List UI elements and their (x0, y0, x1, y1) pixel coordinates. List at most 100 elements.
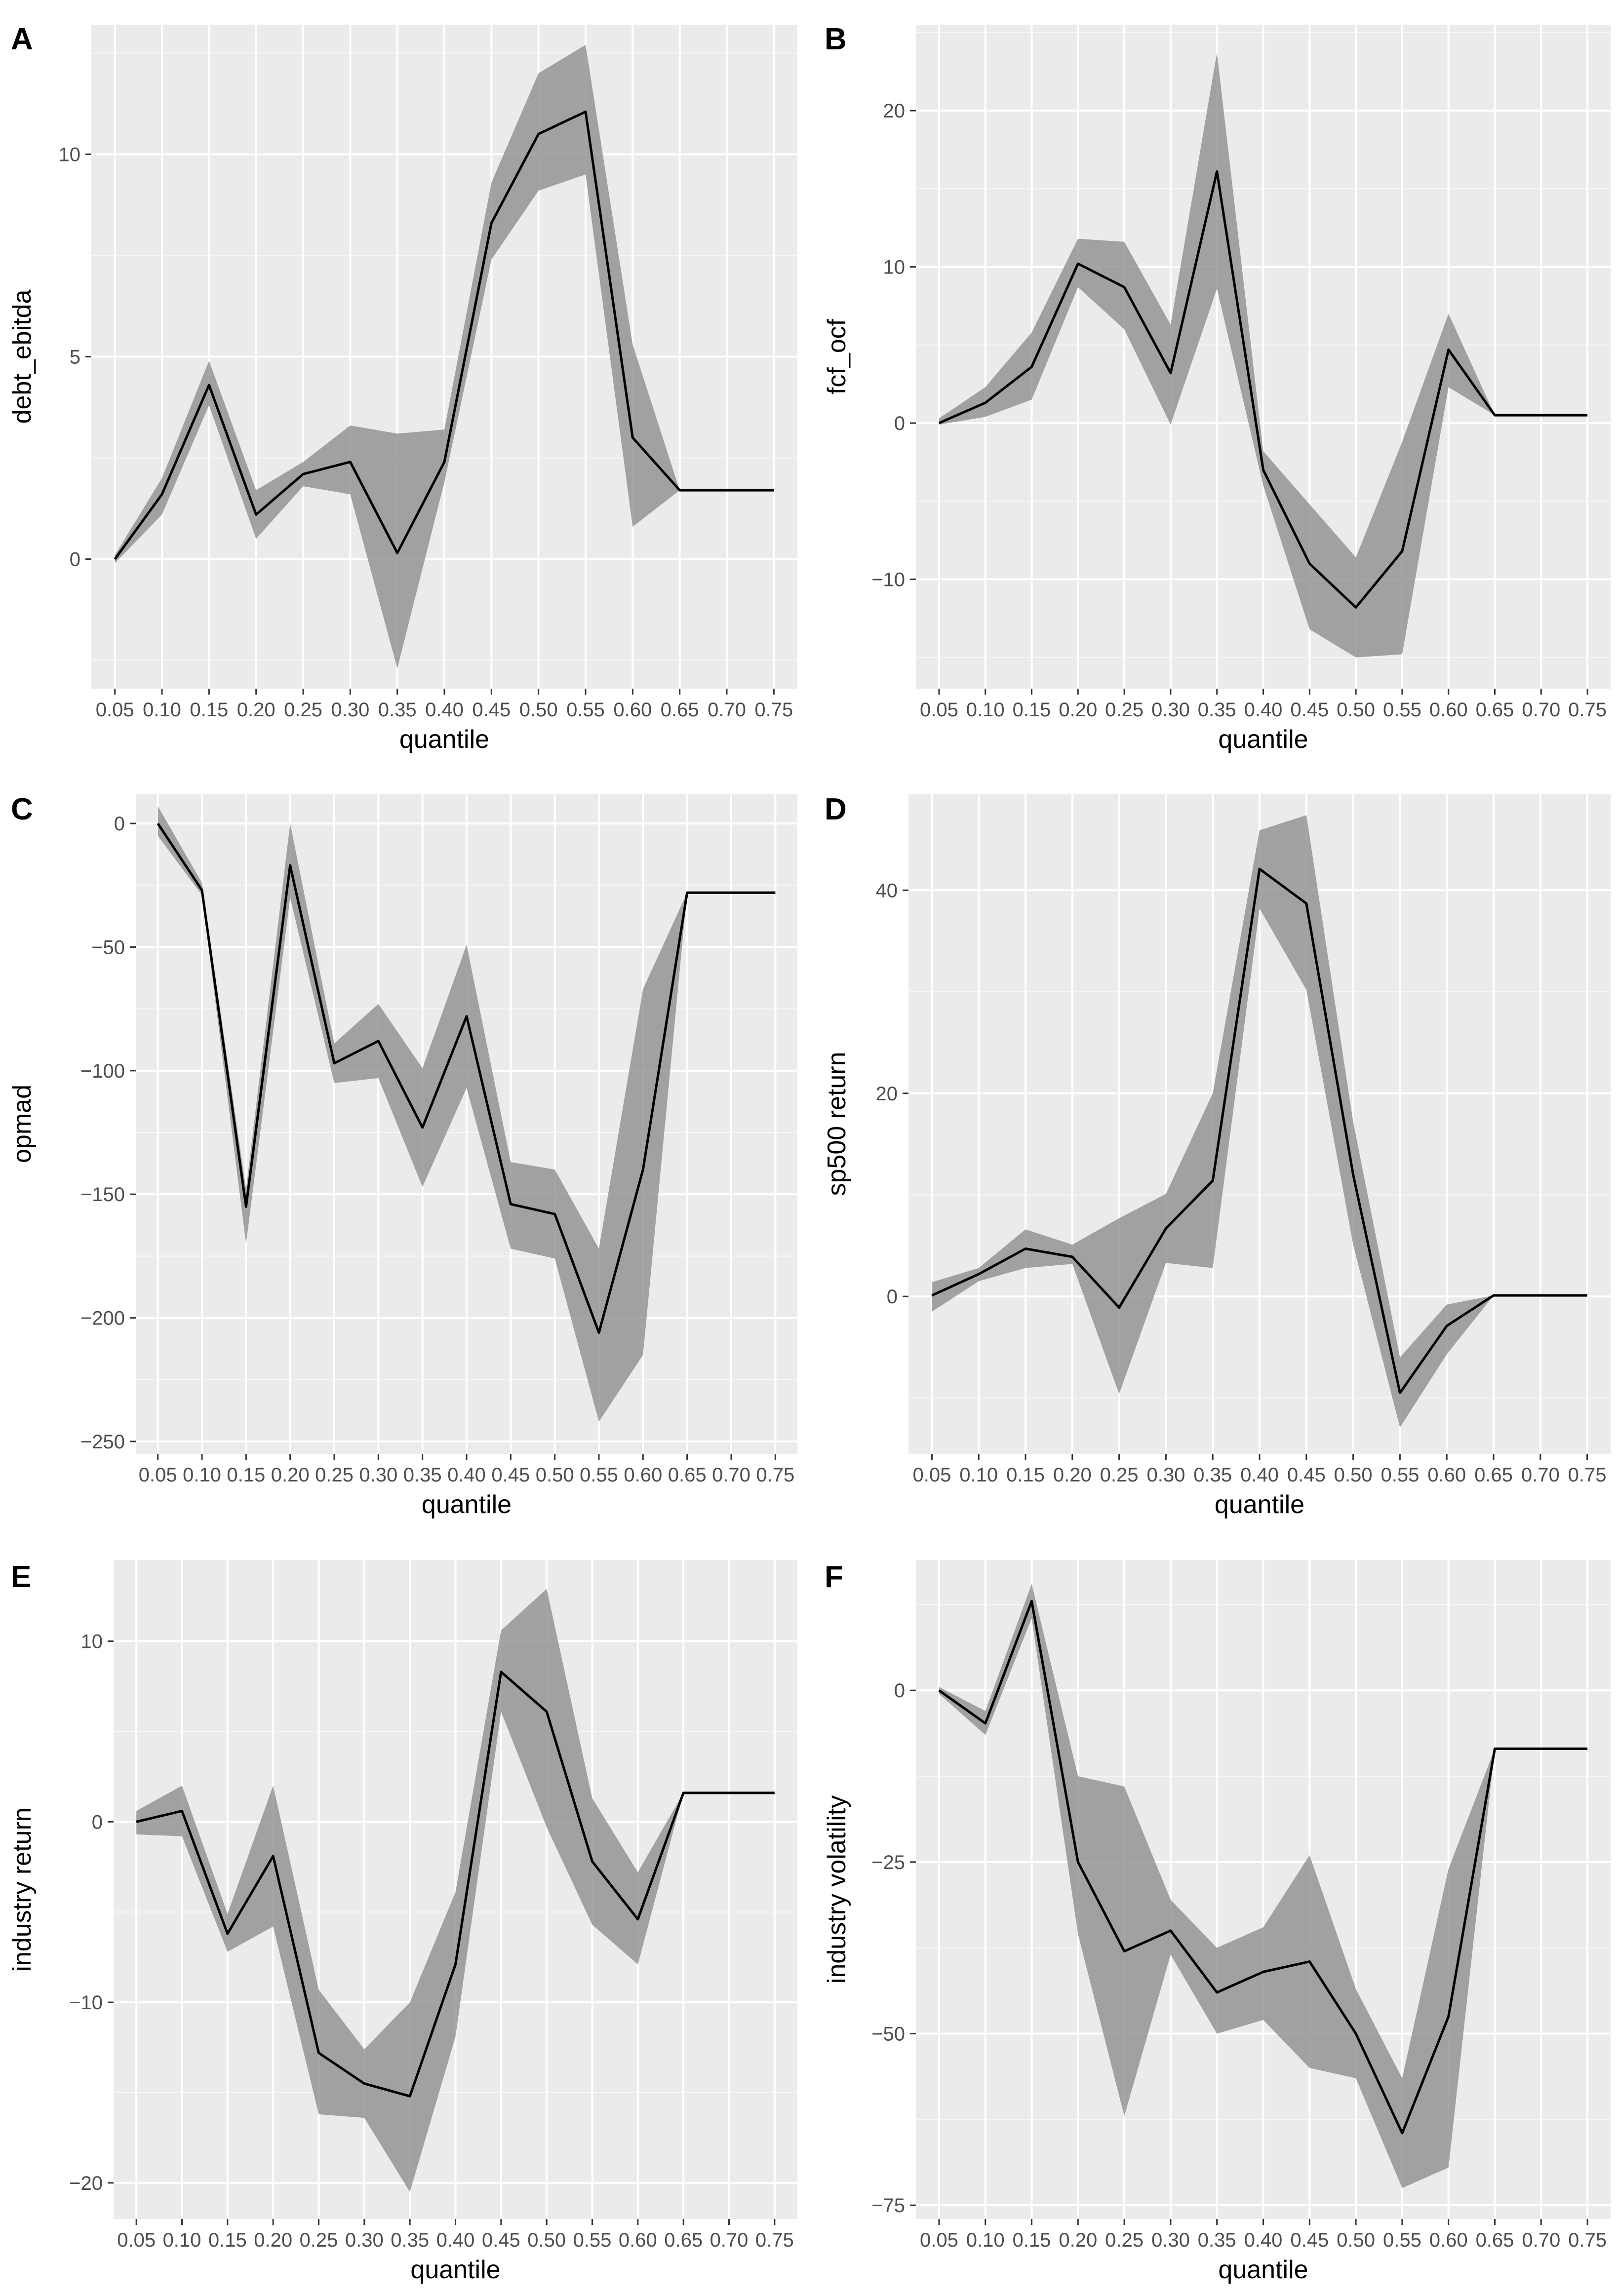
data-point (1447, 348, 1450, 351)
x-axis-title: quantile (399, 725, 489, 754)
x-tick-label: 0.40 (436, 2229, 475, 2251)
data-point (641, 1168, 644, 1171)
x-tick-label: 0.55 (1383, 699, 1421, 721)
data-point (1164, 1227, 1167, 1230)
data-point (114, 558, 117, 561)
x-tick-label: 0.35 (378, 699, 417, 721)
x-tick-label: 0.55 (580, 1464, 618, 1486)
x-tick-label: 0.05 (920, 2229, 958, 2251)
x-tick-label: 0.30 (359, 1464, 397, 1486)
data-point (1076, 262, 1079, 265)
x-tick-label: 0.40 (1244, 699, 1283, 721)
data-point (728, 1791, 731, 1794)
x-tick-label: 0.25 (300, 2229, 338, 2251)
data-point (774, 891, 777, 894)
y-tick-label: 0 (887, 1286, 898, 1308)
y-tick-label: 5 (70, 347, 80, 368)
data-point (631, 436, 634, 439)
y-tick-label: 0 (92, 1811, 103, 1833)
y-tick-label: −20 (69, 2173, 103, 2194)
y-tick-label: −100 (80, 1060, 125, 1082)
confidence-band (939, 52, 1588, 658)
confidence-band (115, 45, 774, 668)
data-point (730, 891, 733, 894)
data-point (772, 489, 775, 492)
x-tick-label: 0.50 (527, 2229, 566, 2251)
data-point (465, 1015, 468, 1018)
y-tick-label: 0 (894, 1680, 905, 1702)
x-axis-title: quantile (422, 1490, 512, 1519)
x-tick-label: 0.60 (1429, 2229, 1468, 2251)
x-tick-label: 0.60 (1429, 699, 1468, 721)
data-point (1118, 1306, 1121, 1309)
data-point (349, 461, 352, 464)
x-tick-label: 0.20 (254, 2229, 292, 2251)
data-point (591, 1860, 594, 1863)
x-tick-label: 0.40 (425, 699, 464, 721)
data-point (1076, 1861, 1079, 1864)
data-point (200, 889, 203, 892)
data-point (584, 110, 587, 113)
x-tick-label: 0.25 (1100, 1464, 1139, 1486)
x-tick-label: 0.05 (912, 1464, 951, 1486)
x-tick-label: 0.45 (1290, 2229, 1329, 2251)
panel-letter: F (825, 1560, 843, 1594)
data-point (1071, 1255, 1074, 1258)
x-tick-label: 0.20 (1059, 699, 1097, 721)
data-point (1030, 1599, 1033, 1602)
data-point (773, 1791, 776, 1794)
data-point (333, 1062, 336, 1065)
x-tick-label: 0.30 (1151, 2229, 1190, 2251)
data-point (1539, 414, 1542, 417)
x-tick-label: 0.55 (1381, 1464, 1419, 1486)
x-tick-label: 0.40 (1240, 1464, 1279, 1486)
panel-letter: A (11, 22, 33, 56)
y-tick-label: −10 (69, 1992, 103, 2014)
data-point (1308, 562, 1311, 565)
x-tick-label: 0.45 (1287, 1464, 1326, 1486)
data-point (1586, 414, 1589, 417)
x-tick-label: 0.70 (1522, 2229, 1560, 2251)
data-point (984, 401, 987, 404)
data-point (537, 132, 540, 135)
x-tick-label: 0.50 (536, 1464, 574, 1486)
x-tick-label: 0.65 (1474, 1464, 1513, 1486)
panel-f: −75 −50 −25 0 0.05 0.10 0.15 0.20 0.25 0.30 0.35 0.… (823, 1560, 1611, 2284)
data-point (226, 1932, 229, 1935)
x-axis-title: quantile (410, 2256, 500, 2284)
estimate-line (136, 1671, 775, 2098)
x-tick-label: 0.60 (619, 2229, 657, 2251)
data-point (1262, 468, 1265, 471)
x-tick-label: 0.20 (237, 699, 276, 721)
x-tick-label: 0.45 (472, 699, 511, 721)
x-tick-label: 0.10 (959, 1464, 998, 1486)
data-point (1352, 1173, 1355, 1176)
data-point (421, 1126, 424, 1129)
x-tick-label: 0.70 (710, 2229, 749, 2251)
x-tick-label: 0.60 (624, 1464, 662, 1486)
data-point (1398, 1392, 1401, 1395)
data-point (157, 822, 159, 825)
y-tick-label: 10 (883, 257, 906, 278)
panel-letter: E (11, 1560, 31, 1594)
x-tick-label: 0.55 (566, 699, 605, 721)
x-tick-label: 0.75 (755, 2229, 794, 2251)
x-tick-label: 0.05 (117, 2229, 156, 2251)
data-point (1445, 1324, 1448, 1327)
x-tick-label: 0.25 (1105, 699, 1144, 721)
y-tick-label: 40 (876, 880, 898, 901)
estimate-line (157, 822, 776, 1334)
panel-letter: B (825, 22, 847, 56)
data-point (545, 1710, 548, 1713)
x-tick-label: 0.35 (1198, 2229, 1236, 2251)
panel-d: 0 20 40 0.05 0.10 0.15 0.20 0.25 0.30 0.35 0.40 0.4… (823, 792, 1611, 1519)
data-point (597, 1331, 600, 1334)
x-tick-label: 0.25 (1105, 2229, 1144, 2251)
x-tick-label: 0.35 (1198, 699, 1236, 721)
data-point (1305, 902, 1308, 905)
data-point (289, 864, 292, 867)
data-point (636, 1918, 639, 1921)
x-tick-label: 0.75 (756, 1464, 794, 1486)
data-point (454, 1963, 457, 1966)
confidence-band (932, 815, 1587, 1428)
